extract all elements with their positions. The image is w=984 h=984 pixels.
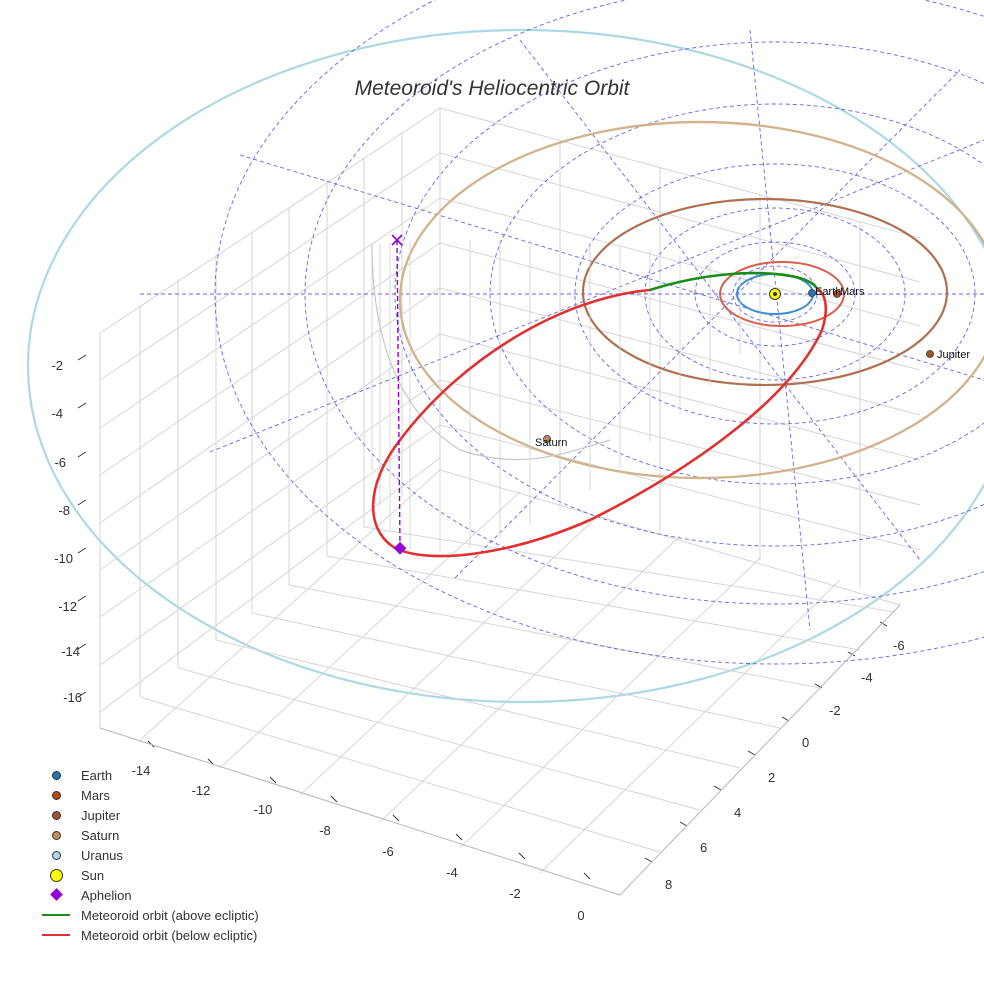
- z-tick-label: -4: [51, 406, 63, 421]
- mars-marker: [833, 290, 841, 298]
- chart-title: Meteoroid's Heliocentric Orbit: [355, 77, 631, 100]
- aphelion-projection-marker: [391, 234, 403, 246]
- x-tick-label: -8: [319, 823, 331, 838]
- legend-label: Mars: [81, 787, 110, 803]
- y-tick-label: -6: [893, 638, 905, 653]
- legend-item-earth: Earth: [40, 765, 259, 785]
- meteoroid-orbit-above: [649, 271, 818, 292]
- jupiter-marker: [926, 350, 934, 358]
- mars-orbit: [719, 261, 845, 327]
- legend: Earth Mars Jupiter Saturn Uranus Sun Aph…: [40, 765, 259, 945]
- y-tick-label: 6: [700, 840, 707, 855]
- legend-item-saturn: Saturn: [40, 825, 259, 845]
- x-tick-label: -6: [382, 844, 394, 859]
- z-tick-label: -8: [58, 503, 70, 518]
- z-tick-labels: -2 -4 -6 -8 -10 -12 -14 -16: [51, 358, 82, 705]
- x-tick-label: -2: [509, 886, 521, 901]
- mars-label: Mars: [840, 286, 865, 298]
- z-tick-label: -12: [58, 599, 77, 614]
- orbit-above-legend-icon: [42, 914, 70, 916]
- legend-label: Uranus: [81, 847, 123, 863]
- x-tick-label: -10: [254, 802, 273, 817]
- meteoroid-orbit-below: [371, 286, 828, 558]
- legend-label: Saturn: [81, 827, 120, 843]
- legend-item-mars: Mars: [40, 785, 259, 805]
- z-tick-label: -10: [54, 551, 73, 566]
- uranus-legend-icon: [52, 851, 61, 860]
- y-tick-label: 2: [768, 770, 775, 785]
- legend-item-uranus: Uranus: [40, 845, 259, 865]
- saturn-label: Saturn: [535, 437, 567, 449]
- x-tick-label: -14: [132, 763, 151, 778]
- y-tick-label: -4: [861, 670, 873, 685]
- aphelion-legend-icon: [50, 888, 63, 901]
- x-tick-labels: -14 -12 -10 -8 -6 -4 -2 0: [132, 763, 585, 923]
- y-tick-label: 8: [665, 877, 672, 892]
- y-tick-labels: -6 -4 -2 0 2 4 6 8: [665, 638, 905, 892]
- orbit-below-legend-icon: [42, 934, 70, 936]
- y-tick-label: 0: [802, 735, 809, 750]
- z-axis: [77, 354, 87, 698]
- jupiter-legend-icon: [52, 811, 61, 820]
- ecliptic-grid: [140, 0, 984, 665]
- earth-legend-icon: [52, 771, 61, 780]
- z-tick-label: -6: [54, 455, 66, 470]
- earth-label: Earth: [815, 286, 841, 298]
- jupiter-label: Jupiter: [937, 349, 970, 361]
- drop-lines: [371, 240, 741, 552]
- aphelion-marker: [393, 541, 407, 555]
- legend-label: Sun: [81, 867, 105, 883]
- earth-marker: [808, 289, 816, 297]
- sun-legend-icon: [50, 869, 63, 882]
- z-tick-label: -16: [63, 690, 82, 705]
- x-tick-label: -4: [446, 865, 458, 880]
- legend-label: Meteoroid orbit (above ecliptic): [81, 907, 259, 923]
- jupiter-orbit: [581, 197, 949, 387]
- y-tick-label: -2: [829, 703, 841, 718]
- legend-item-orbit-above: Meteoroid orbit (above ecliptic): [40, 905, 259, 925]
- saturn-orbit: [398, 120, 984, 480]
- z-tick-label: -2: [51, 358, 63, 373]
- aphelion-drop-line: [396, 239, 401, 550]
- y-axis-line: [619, 604, 901, 896]
- legend-item-sun: Sun: [40, 865, 259, 885]
- legend-item-aphelion: Aphelion: [40, 885, 259, 905]
- mars-legend-icon: [52, 791, 61, 800]
- legend-label: Aphelion: [81, 887, 132, 903]
- uranus-orbit: [27, 29, 984, 703]
- legend-label: Meteoroid orbit (below ecliptic): [81, 927, 258, 943]
- x-tick-label: -12: [192, 783, 211, 798]
- saturn-marker: [543, 435, 551, 443]
- legend-item-jupiter: Jupiter: [40, 805, 259, 825]
- saturn-legend-icon: [52, 831, 61, 840]
- legend-item-orbit-below: Meteoroid orbit (below ecliptic): [40, 925, 259, 945]
- legend-label: Earth: [81, 767, 113, 783]
- legend-label: Jupiter: [81, 807, 121, 823]
- z-tick-label: -14: [61, 644, 80, 659]
- x-tick-label: 0: [577, 908, 584, 923]
- x-axis-line: [99, 727, 621, 896]
- y-tick-label: 4: [734, 805, 741, 820]
